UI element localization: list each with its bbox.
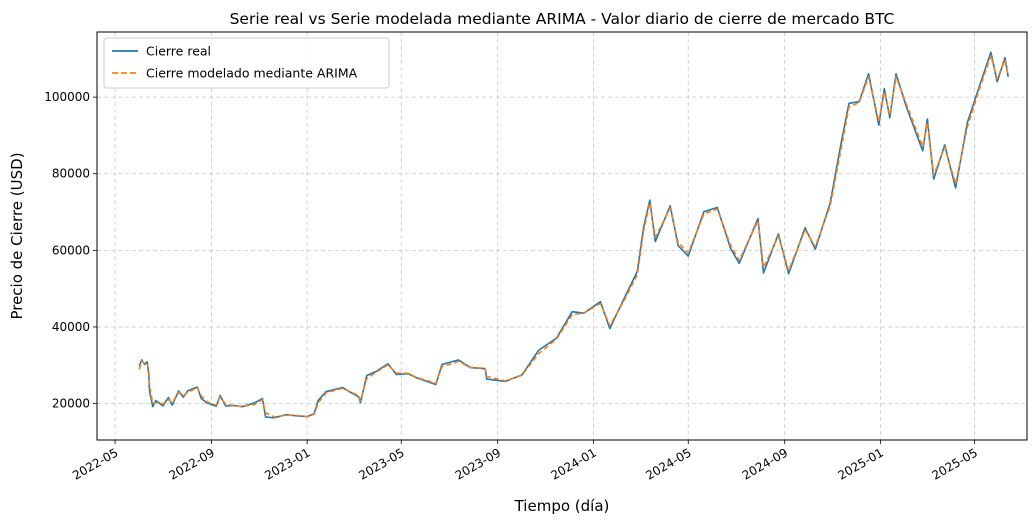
y-axis: 20000 40000 60000 80000 100000 xyxy=(44,90,97,411)
y-tick-label: 20000 xyxy=(52,397,90,411)
y-tick-label: 80000 xyxy=(52,167,90,181)
x-axis-label: Tiempo (día) xyxy=(514,497,610,515)
legend-box xyxy=(103,37,390,89)
chart-title: Serie real vs Serie modelada mediante AR… xyxy=(230,10,895,28)
series-layer xyxy=(138,51,1009,419)
plot-frame xyxy=(96,31,1028,441)
y-tick-label: 100000 xyxy=(44,90,90,104)
legend: Cierre real Cierre modelado mediante ARI… xyxy=(103,37,390,89)
series-line-arima xyxy=(138,54,1009,418)
legend-label-arima: Cierre modelado mediante ARIMA xyxy=(146,66,358,81)
y-tick-label: 40000 xyxy=(52,320,90,334)
y-tick-label: 60000 xyxy=(52,243,90,257)
legend-label-real: Cierre real xyxy=(146,44,211,59)
y-axis-label: Precio de Cierre (USD) xyxy=(8,152,26,319)
